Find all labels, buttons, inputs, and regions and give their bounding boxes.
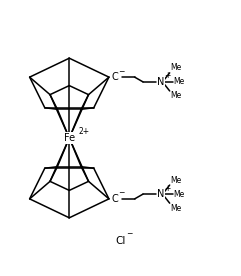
Text: +: +	[164, 71, 170, 81]
Text: Me: Me	[174, 190, 185, 199]
Text: −: −	[118, 67, 124, 76]
Text: C: C	[111, 72, 118, 82]
Text: Fe: Fe	[64, 133, 75, 143]
Text: C: C	[111, 194, 118, 204]
Text: N: N	[157, 77, 165, 87]
Text: 2+: 2+	[78, 127, 89, 136]
Text: +: +	[164, 184, 170, 193]
Text: Me: Me	[170, 91, 181, 100]
Text: Me: Me	[170, 63, 181, 72]
Text: −: −	[126, 230, 132, 238]
Text: Me: Me	[170, 204, 181, 213]
Text: Me: Me	[174, 77, 185, 86]
Text: Cl: Cl	[115, 236, 126, 246]
Text: N: N	[157, 189, 165, 199]
Text: −: −	[118, 189, 124, 197]
Text: Me: Me	[170, 176, 181, 185]
